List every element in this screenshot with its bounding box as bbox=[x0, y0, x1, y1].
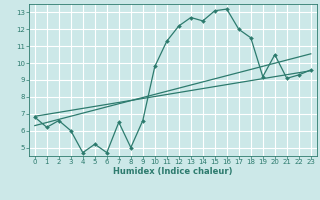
X-axis label: Humidex (Indice chaleur): Humidex (Indice chaleur) bbox=[113, 167, 233, 176]
